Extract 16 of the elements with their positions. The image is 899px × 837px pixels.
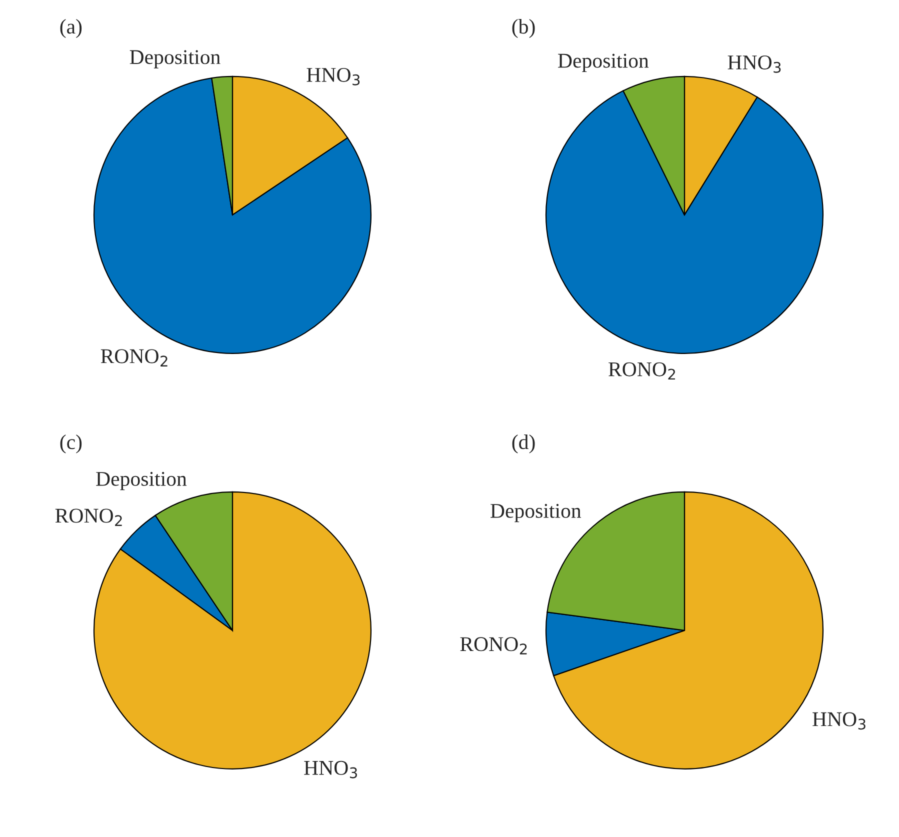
slice-label: Deposition <box>490 504 582 522</box>
slice-label: HNO$_{3}$ <box>812 712 866 730</box>
slice-label: RONO$_{2}$ <box>460 637 527 654</box>
slice-label: HNO$_{3}$ <box>304 760 357 778</box>
chart-title: (a) <box>60 19 82 38</box>
slice-label: HNO$_{3}$ <box>306 68 360 86</box>
slice-label: RONO$_{2}$ <box>55 508 122 526</box>
slice-label: Deposition <box>558 54 649 72</box>
slice-label: RONO$_{2}$ <box>100 349 168 366</box>
chart-title: (b) <box>512 19 535 38</box>
slice-label: RONO$_{2}$ <box>608 362 676 380</box>
chart-title: (d) <box>512 434 535 454</box>
slice-label: HNO$_{3}$ <box>728 55 781 73</box>
slice-label: Deposition <box>130 50 220 68</box>
slice-label: Deposition <box>96 472 187 490</box>
chart-title: (c) <box>60 434 82 454</box>
